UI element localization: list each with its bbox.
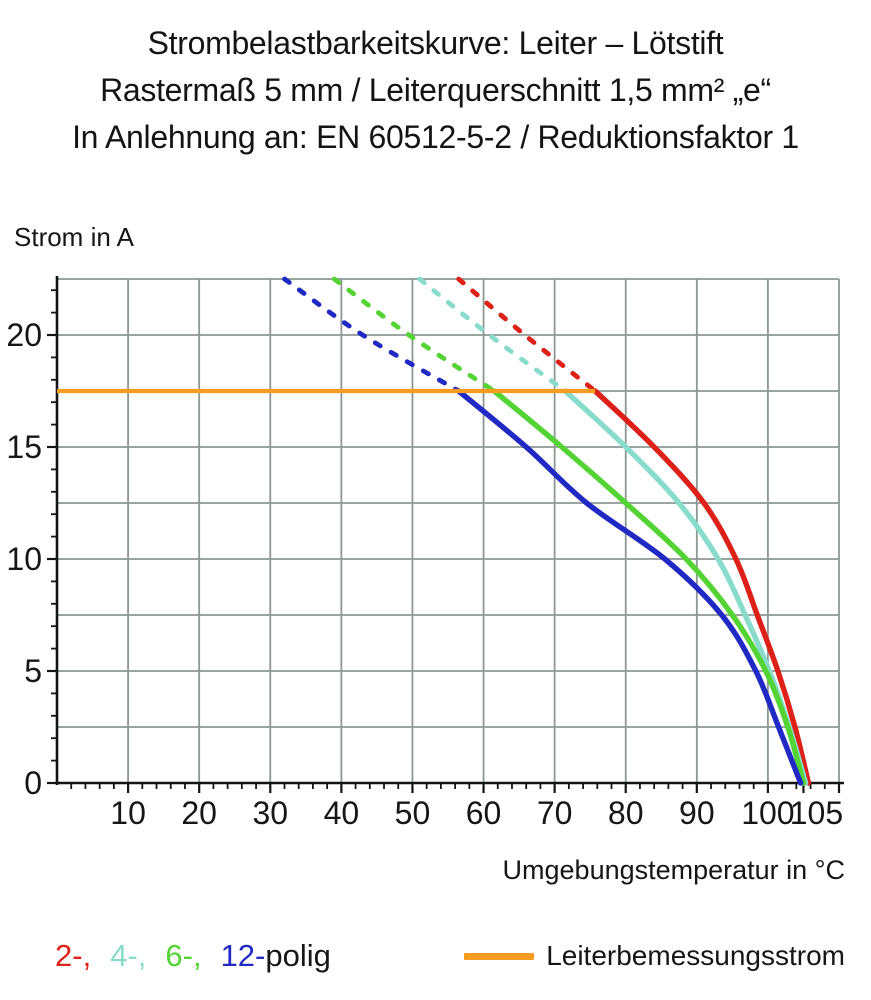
x-tick-label: 20 — [181, 795, 217, 831]
curve-solid-6-polig — [491, 388, 807, 786]
x-tick-label: 80 — [608, 795, 644, 831]
curve-dashed-6-polig — [331, 276, 497, 394]
y-tick-label: 20 — [6, 317, 42, 353]
chart-title-line-1: Strombelastbarkeitskurve: Leiter – Lötst… — [147, 25, 724, 61]
chart-title-line-2: Rastermaß 5 mm / Leiterquerschnitt 1,5 m… — [100, 72, 771, 108]
x-tick-label: 10 — [110, 795, 146, 831]
legend-pole-item: 12- — [220, 938, 266, 973]
x-tick-label: 40 — [324, 795, 360, 831]
curve-solid-4-polig — [562, 388, 809, 786]
x-tick-label: 50 — [395, 795, 431, 831]
x-tick-label: 100 — [741, 795, 794, 831]
y-tick-label: 0 — [24, 765, 42, 801]
legend-pole-counts: 2-, 4-, 6-, 12- polig — [55, 938, 331, 974]
legend-reference-current: Leiterbemessungsstrom — [464, 940, 845, 972]
legend-pole-item: 6-, — [165, 938, 202, 973]
y-axis-label: Strom in A — [14, 222, 134, 252]
reference-line-label: Leiterbemessungsstrom — [546, 940, 845, 971]
curve-dashed-12-polig — [282, 276, 462, 394]
curve-dashed-4-polig — [417, 276, 568, 394]
reference-line-swatch — [464, 952, 535, 960]
curve-solid-12-polig — [455, 388, 804, 786]
y-tick-label: 15 — [6, 429, 42, 465]
y-tick-label: 5 — [24, 653, 42, 689]
legend-pole-item: 4-, — [110, 938, 147, 973]
chart-title-line-3: In Anlehnung an: EN 60512-5-2 / Reduktio… — [72, 119, 799, 155]
x-tick-label: 90 — [679, 795, 715, 831]
chart-title: Strombelastbarkeitskurve: Leiter – Lötst… — [0, 20, 871, 161]
x-axis-label: Umgebungstemperatur in °C — [502, 855, 845, 885]
x-tick-label: 105 — [790, 795, 843, 831]
curve-dashed-2-polig — [456, 276, 598, 394]
x-tick-label: 70 — [537, 795, 573, 831]
legend-pole-item: 2-, — [55, 938, 92, 973]
x-tick-label: 60 — [466, 795, 502, 831]
x-tick-label: 30 — [252, 795, 288, 831]
y-tick-label: 10 — [6, 541, 42, 577]
legend: 2-, 4-, 6-, 12- polig Leiterbemessungsstrom — [55, 933, 845, 979]
curve-solid-2-polig — [592, 388, 812, 786]
legend-pole-suffix: polig — [265, 938, 331, 973]
